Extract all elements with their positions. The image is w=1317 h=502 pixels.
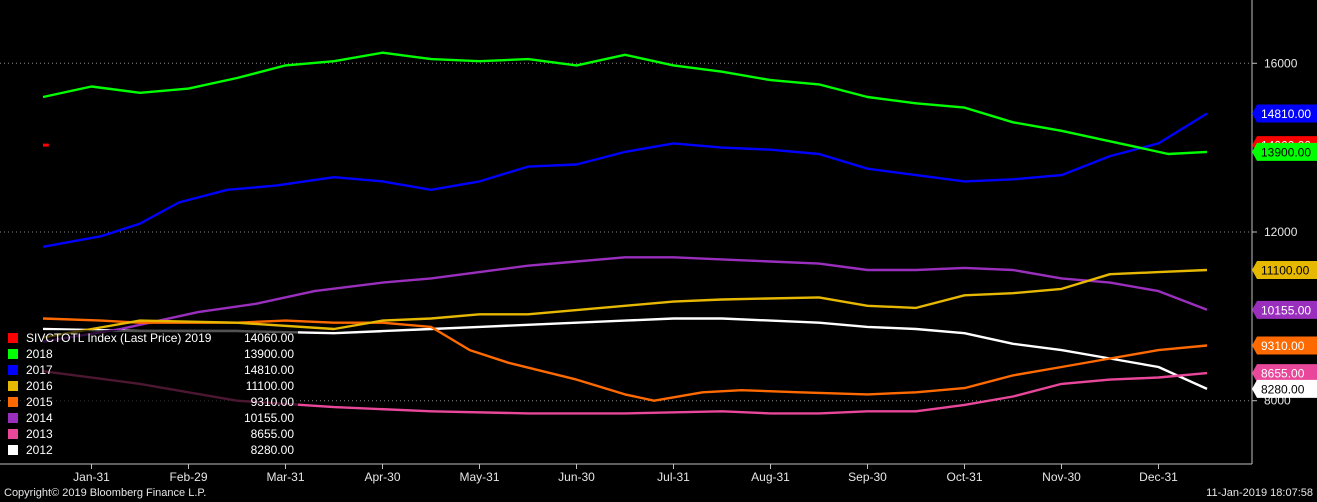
legend-value: 14810.00 — [243, 363, 294, 377]
legend-label: 2018 — [26, 347, 53, 361]
legend-item: 2016 11100.00 — [2, 378, 298, 394]
legend-swatch — [8, 333, 18, 343]
x-axis: Jan-31 Feb-29 Mar-31 Apr-30 May-31 Jun-30 Jul-… — [73, 464, 1178, 484]
x-tick-label: Oct-31 — [946, 470, 982, 484]
last-value-tag-bg — [1252, 364, 1317, 383]
legend-swatch — [8, 381, 18, 391]
legend-value: 8280.00 — [250, 443, 294, 457]
last-value-tag-text: 8280.00 — [1261, 382, 1305, 396]
x-tick-label: Aug-31 — [751, 470, 790, 484]
x-tick-label: Apr-30 — [364, 470, 400, 484]
legend-swatch — [8, 365, 18, 375]
x-tick-label: Jul-31 — [657, 470, 690, 484]
legend-value: 13900.00 — [243, 347, 294, 361]
legend-swatch — [8, 445, 18, 455]
legend-item: 2015 9310.00 — [2, 394, 298, 410]
legend-label: 2016 — [26, 379, 53, 393]
last-value-tag: 10155.00 — [1252, 300, 1317, 319]
legend-value: 11100.00 — [245, 379, 294, 393]
series-line-2015 — [42, 317, 1208, 402]
x-tick-label: Sep-30 — [848, 470, 887, 484]
last-value-tag-text: 8655.00 — [1261, 367, 1305, 381]
series-line-2017 — [42, 112, 1208, 248]
last-value-tag: 13900.00 — [1252, 142, 1317, 161]
series-line-2012 — [42, 317, 1208, 390]
y-tick-label: 16000 — [1264, 56, 1298, 70]
legend-item: SIVCTOTL Index (Last Price) 2019 14060.00 — [2, 330, 298, 346]
x-tick-label: Jun-30 — [558, 470, 595, 484]
legend-swatch — [8, 429, 18, 439]
legend-swatch — [8, 349, 18, 359]
last-value-tag-bg — [1252, 260, 1317, 279]
legend-value: 8655.00 — [250, 427, 294, 441]
series-line-2018 — [42, 51, 1208, 156]
legend-label: 2017 — [26, 363, 53, 377]
series-line-2014 — [42, 256, 1208, 343]
last-value-tag-bg — [1252, 300, 1317, 319]
last-value-tag-text: 9310.00 — [1261, 339, 1305, 353]
last-value-tag-bg — [1252, 379, 1317, 398]
legend: SIVCTOTL Index (Last Price) 2019 14060.00… — [2, 330, 298, 460]
x-tick-label: May-31 — [459, 470, 499, 484]
legend-item: 2013 8655.00 — [2, 426, 298, 442]
last-value-tag-bg — [1252, 142, 1317, 161]
last-value-tag: 14810.00 — [1252, 104, 1317, 123]
legend-item: 2018 13900.00 — [2, 346, 298, 362]
x-tick-label: Feb-29 — [169, 470, 207, 484]
legend-swatch — [8, 413, 18, 423]
last-value-tag: 8280.00 — [1252, 379, 1317, 398]
last-value-tag-text: 14810.00 — [1261, 107, 1311, 121]
legend-label: 2013 — [26, 427, 53, 441]
last-value-tag: 9310.00 — [1252, 336, 1317, 355]
last-value-tag-text: 11100.00 — [1261, 263, 1310, 277]
legend-value: 10155.00 — [243, 411, 294, 425]
legend-label: SIVCTOTL Index (Last Price) 2019 — [26, 331, 212, 345]
series-line-2016 — [42, 268, 1208, 339]
last-value-tag-text: 10155.00 — [1261, 303, 1311, 317]
legend-value: 9310.00 — [250, 395, 294, 409]
last-value-tag-bg — [1252, 104, 1317, 123]
footer: Copyright© 2019 Bloomberg Finance L.P. 1… — [0, 484, 1317, 502]
legend-item: 2017 14810.00 — [2, 362, 298, 378]
legend-item: 2014 10155.00 — [2, 410, 298, 426]
timestamp-text: 11-Jan-2019 18:07:58 — [1206, 487, 1313, 499]
x-tick-label: Jan-31 — [73, 470, 110, 484]
legend-value: 14060.00 — [243, 331, 294, 345]
last-value-tags: 14060.0013900.0014810.0011100.009310.001… — [1252, 104, 1317, 398]
legend-label: 2012 — [26, 443, 53, 457]
last-value-tag: 8655.00 — [1252, 364, 1317, 383]
series-lines — [42, 51, 1208, 415]
legend-swatch — [8, 397, 18, 407]
copyright-text: Copyright© 2019 Bloomberg Finance L.P. — [4, 487, 207, 499]
last-value-tag-bg — [1252, 336, 1317, 355]
x-tick-label: Mar-31 — [266, 470, 304, 484]
legend-label: 2015 — [26, 395, 53, 409]
x-tick-label: Nov-30 — [1042, 470, 1081, 484]
y-tick-label: 12000 — [1264, 225, 1298, 239]
last-value-tag: 11100.00 — [1252, 260, 1317, 279]
legend-label: 2014 — [26, 411, 53, 425]
legend-item: 2012 8280.00 — [2, 442, 298, 458]
x-tick-label: Dec-31 — [1139, 470, 1178, 484]
last-value-tag-text: 13900.00 — [1261, 145, 1311, 159]
series-line-2013 — [42, 370, 1208, 415]
